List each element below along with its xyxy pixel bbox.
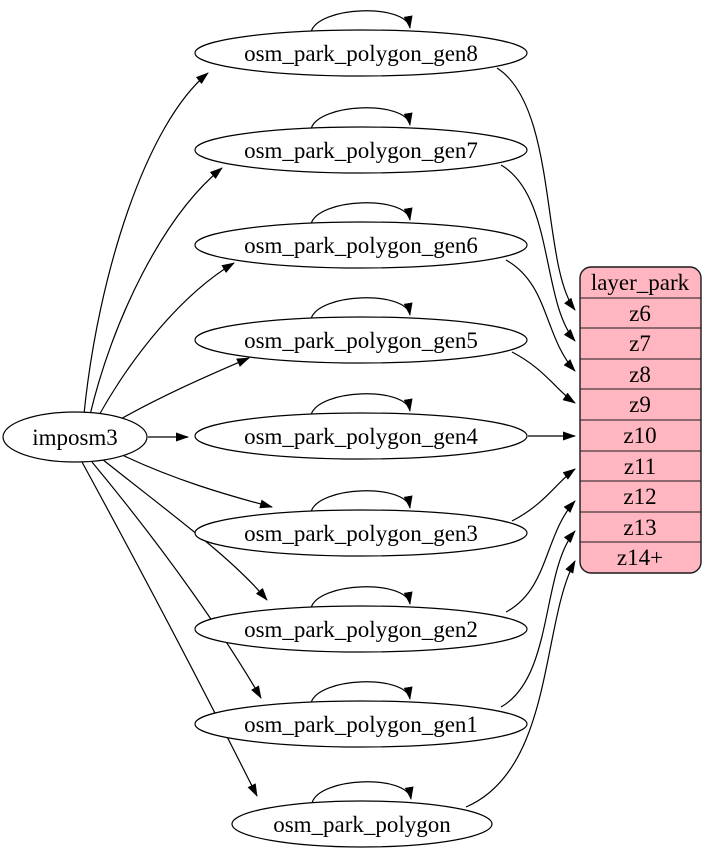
node-label-imposm3: imposm3: [32, 425, 118, 450]
self-loop-gen2: [310, 586, 413, 609]
node-ellipse-imposm3: [2, 411, 148, 463]
node-ellipse-gen5: [194, 316, 528, 364]
edge-gen7-to-z7: [500, 164, 576, 342]
node-ellipse-polygon: [231, 800, 493, 848]
edge-gen3-to-z11: [511, 468, 576, 522]
edge-imposm3-to-gen8: [83, 72, 209, 415]
node-ellipse-gen8: [194, 29, 528, 77]
self-loop-gen4: [310, 393, 413, 416]
edge-gen6-to-z8: [505, 259, 576, 372]
edge-imposm3-to-gen1: [91, 461, 262, 699]
node-osm-park-polygon-gen1: osm_park_polygon_gen1: [194, 700, 528, 748]
edge-gen2-to-z12: [505, 500, 576, 613]
self-loop-gen8: [310, 10, 413, 33]
table-layer-park: layer_park z6 z7 z8 z9 z10 z11 z12 z13 z…: [579, 266, 702, 574]
table-row-label-z7: z7: [629, 331, 651, 356]
node-ellipse-gen3: [194, 509, 528, 557]
edge-imposm3-to-gen5: [111, 357, 250, 425]
node-ellipse-gen2: [194, 605, 528, 653]
node-imposm3: imposm3: [2, 411, 148, 463]
edges-layer: [81, 10, 576, 808]
node-osm-park-polygon-gen3: osm_park_polygon_gen3: [194, 509, 528, 557]
table-row-label-z6: z6: [629, 301, 651, 326]
node-label-polygon: osm_park_polygon: [273, 812, 451, 837]
node-label-gen3: osm_park_polygon_gen3: [244, 521, 478, 546]
node-label-gen7: osm_park_polygon_gen7: [244, 138, 478, 163]
self-loop-gen1: [310, 681, 413, 704]
table-row-label-z11: z11: [624, 454, 656, 479]
edge-gen5-to-z9: [511, 351, 576, 404]
edge-imposm3-to-gen7: [89, 167, 223, 416]
edge-imposm3-to-polygon: [81, 461, 258, 797]
node-ellipse-gen7: [194, 126, 528, 174]
node-osm-park-polygon-gen5: osm_park_polygon_gen5: [194, 316, 528, 364]
node-label-gen8: osm_park_polygon_gen8: [244, 41, 478, 66]
edge-imposm3-to-gen6: [97, 262, 235, 418]
node-osm-park-polygon-gen6: osm_park_polygon_gen6: [194, 221, 528, 269]
node-osm-park-polygon-gen7: osm_park_polygon_gen7: [194, 126, 528, 174]
node-osm-park-polygon-gen8: osm_park_polygon_gen8: [194, 29, 528, 77]
table-row-label-z14plus: z14+: [617, 545, 663, 570]
table-title: layer_park: [591, 270, 690, 295]
table-row-label-z9: z9: [629, 392, 651, 417]
table-row-label-z10: z10: [623, 423, 656, 448]
self-loop-gen7: [310, 107, 413, 130]
self-loop-gen6: [310, 202, 413, 225]
self-loop-gen3: [310, 490, 413, 513]
node-label-gen2: osm_park_polygon_gen2: [244, 617, 478, 642]
table-row-label-z13: z13: [623, 515, 656, 540]
node-label-gen5: osm_park_polygon_gen5: [244, 328, 478, 353]
node-ellipse-gen6: [194, 221, 528, 269]
node-osm-park-polygon: osm_park_polygon: [231, 800, 493, 848]
node-ellipse-gen1: [194, 700, 528, 748]
node-label-gen4: osm_park_polygon_gen4: [244, 424, 478, 449]
self-loop-gen5: [310, 297, 413, 320]
self-loop-polygon: [311, 781, 414, 804]
edge-polygon-to-z14plus: [465, 560, 576, 808]
edge-imposm3-to-gen3: [113, 450, 273, 509]
node-label-gen6: osm_park_polygon_gen6: [244, 233, 478, 258]
table-row-label-z8: z8: [629, 362, 651, 387]
node-ellipse-gen4: [194, 412, 528, 460]
edge-gen8-to-z6: [496, 67, 576, 311]
node-label-gen1: osm_park_polygon_gen1: [244, 712, 478, 737]
node-osm-park-polygon-gen4: osm_park_polygon_gen4: [194, 412, 528, 460]
node-osm-park-polygon-gen2: osm_park_polygon_gen2: [194, 605, 528, 653]
edge-gen1-to-z13: [500, 530, 576, 708]
table-row-label-z12: z12: [623, 484, 656, 509]
